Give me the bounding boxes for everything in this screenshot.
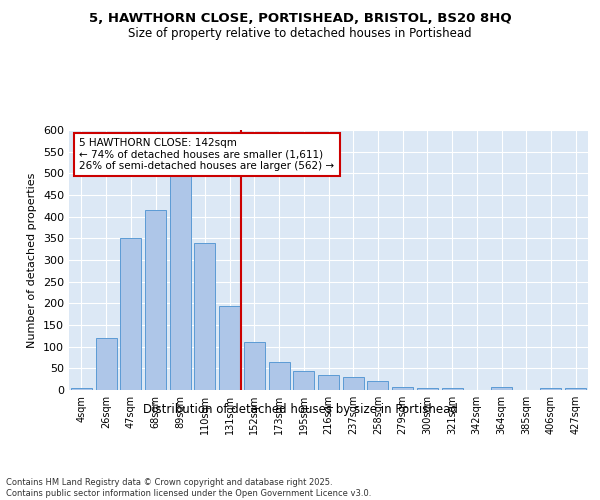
- Bar: [244, 342, 265, 390]
- Text: Distribution of detached houses by size in Portishead: Distribution of detached houses by size …: [143, 402, 457, 415]
- Bar: [343, 377, 364, 390]
- Y-axis label: Number of detached properties: Number of detached properties: [28, 172, 37, 348]
- Bar: [491, 386, 512, 390]
- Bar: [417, 388, 438, 390]
- Text: 5, HAWTHORN CLOSE, PORTISHEAD, BRISTOL, BS20 8HQ: 5, HAWTHORN CLOSE, PORTISHEAD, BRISTOL, …: [89, 12, 511, 26]
- Text: 5 HAWTHORN CLOSE: 142sqm
← 74% of detached houses are smaller (1,611)
26% of sem: 5 HAWTHORN CLOSE: 142sqm ← 74% of detach…: [79, 138, 335, 171]
- Bar: [318, 375, 339, 390]
- Bar: [194, 242, 215, 390]
- Bar: [145, 210, 166, 390]
- Bar: [293, 370, 314, 390]
- Bar: [442, 388, 463, 390]
- Bar: [565, 388, 586, 390]
- Bar: [541, 388, 562, 390]
- Text: Size of property relative to detached houses in Portishead: Size of property relative to detached ho…: [128, 28, 472, 40]
- Bar: [219, 306, 240, 390]
- Bar: [95, 338, 116, 390]
- Bar: [170, 169, 191, 390]
- Bar: [392, 386, 413, 390]
- Bar: [269, 362, 290, 390]
- Bar: [120, 238, 141, 390]
- Bar: [71, 388, 92, 390]
- Text: Contains HM Land Registry data © Crown copyright and database right 2025.
Contai: Contains HM Land Registry data © Crown c…: [6, 478, 371, 498]
- Bar: [367, 382, 388, 390]
